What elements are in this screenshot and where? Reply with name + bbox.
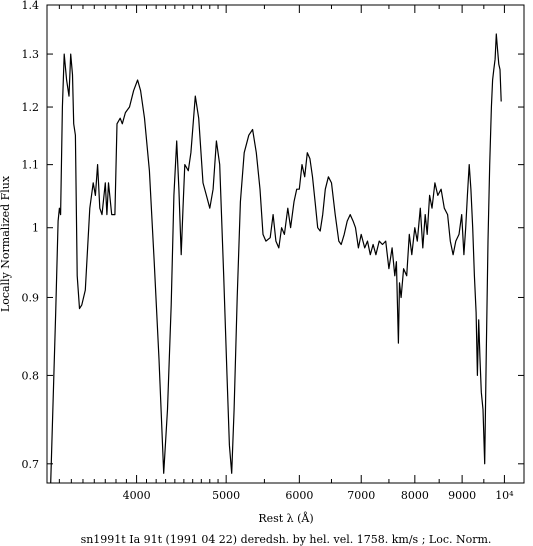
y-tick-label: 1.4 [22, 0, 40, 12]
x-tick-label: 5000 [212, 489, 240, 502]
x-axis-ticks: 4000 5000 6000 7000 8000 9000 10⁴ [58, 5, 514, 502]
x-tick-label: 6000 [285, 489, 313, 502]
x-axis-title: Rest λ (Å) [258, 511, 313, 525]
plot-frame [46, 4, 525, 484]
y-tick-label: 1.1 [22, 159, 40, 172]
x-tick-label: 4000 [123, 489, 151, 502]
y-axis-title: Locally Normalized Flux [0, 175, 12, 312]
spectrum-line [50, 33, 502, 484]
x-tick-label: 7000 [347, 489, 375, 502]
y-tick-label: 0.8 [22, 369, 40, 382]
y-axis-ticks: 0.7 0.8 0.9 1 1.1 1.2 1.3 1.4 [22, 0, 524, 471]
chart-caption: sn1991t Ia 91t (1991 04 22) deredsh. by … [81, 533, 492, 546]
y-tick-label: 1.2 [22, 101, 40, 114]
y-tick-label: 0.7 [22, 458, 40, 471]
x-tick-label: 9000 [448, 489, 476, 502]
y-tick-label: 1.3 [22, 48, 40, 61]
y-tick-label: 1 [32, 222, 39, 235]
y-tick-label: 0.9 [22, 291, 40, 304]
x-tick-label: 8000 [401, 489, 429, 502]
x-tick-label: 10⁴ [495, 489, 514, 502]
